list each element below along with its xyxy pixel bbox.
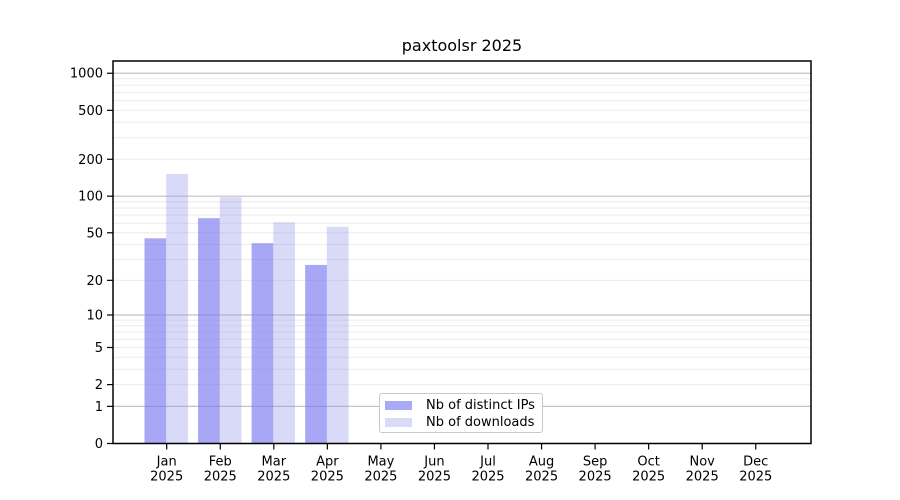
bar-distinct-ips: [305, 264, 327, 444]
y-tick-label: 500: [78, 104, 103, 119]
bar-downloads: [273, 222, 295, 444]
x-tick-label-month: May: [367, 455, 394, 470]
y-tick-label: 50: [86, 226, 103, 241]
x-tick-label-month: Dec: [743, 455, 768, 470]
bar-distinct-ips: [198, 218, 220, 444]
y-tick-label: 1000: [70, 67, 103, 82]
bar-distinct-ips: [251, 243, 274, 444]
x-tick-label-year: 2025: [418, 470, 451, 485]
x-tick-label-year: 2025: [579, 470, 612, 485]
y-tick-label: 5: [95, 341, 103, 356]
x-tick-label-year: 2025: [204, 470, 237, 485]
x-tick-label-year: 2025: [471, 470, 504, 485]
y-tick-label: 100: [78, 190, 103, 205]
x-tick-label-month: Aug: [529, 455, 554, 470]
y-tick-label: 2: [95, 378, 103, 393]
legend-item-distinct-ips: Nb of distinct IPs: [385, 397, 542, 414]
x-tick-label-month: Feb: [209, 455, 232, 470]
bar-distinct-ips: [144, 238, 167, 444]
x-tick-label-month: Jan: [156, 455, 177, 470]
x-tick-label-year: 2025: [150, 470, 183, 485]
x-tick-label-year: 2025: [739, 470, 772, 485]
chart-title: paxtoolsr 2025: [401, 36, 523, 55]
y-tick-label: 0: [95, 437, 103, 452]
bar-downloads: [219, 197, 242, 444]
y-tick-label: 200: [78, 153, 103, 168]
x-tick-label-year: 2025: [364, 470, 397, 485]
x-tick-label-month: Sep: [583, 455, 608, 470]
y-tick-label: 20: [86, 274, 103, 289]
x-tick-label-year: 2025: [257, 470, 290, 485]
y-tick-label: 1: [95, 400, 103, 415]
legend-swatch-distinct-ips: [385, 401, 412, 410]
legend-label-downloads: Nb of downloads: [426, 415, 535, 430]
x-tick-label-month: Oct: [637, 455, 659, 470]
legend-label-distinct-ips: Nb of distinct IPs: [426, 398, 535, 413]
y-tick-label: 10: [86, 308, 103, 323]
legend-item-downloads: Nb of downloads: [385, 414, 542, 431]
x-tick-label-year: 2025: [311, 470, 344, 485]
x-tick-label-year: 2025: [686, 470, 719, 485]
x-tick-label-month: Mar: [262, 455, 287, 470]
x-tick-label-month: Apr: [316, 455, 339, 470]
x-tick-label-month: Jun: [423, 455, 444, 470]
bar-downloads: [166, 173, 188, 444]
x-tick-label-month: Nov: [690, 455, 716, 470]
x-tick-label-year: 2025: [632, 470, 665, 485]
x-tick-label-month: Jul: [479, 455, 496, 470]
legend: Nb of distinct IPs Nb of downloads: [379, 393, 543, 433]
plot-border: [112, 60, 812, 445]
bar-downloads: [326, 226, 349, 444]
legend-swatch-downloads: [385, 418, 412, 427]
x-tick-label-year: 2025: [525, 470, 558, 485]
